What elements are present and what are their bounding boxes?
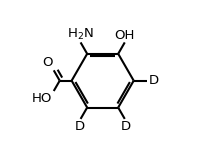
Text: D: D (120, 120, 130, 133)
Text: O: O (42, 56, 53, 69)
Text: H$_2$N: H$_2$N (67, 27, 94, 42)
Text: D: D (75, 120, 85, 133)
Text: OH: OH (114, 29, 134, 42)
Text: HO: HO (32, 92, 52, 105)
Text: D: D (147, 74, 158, 87)
